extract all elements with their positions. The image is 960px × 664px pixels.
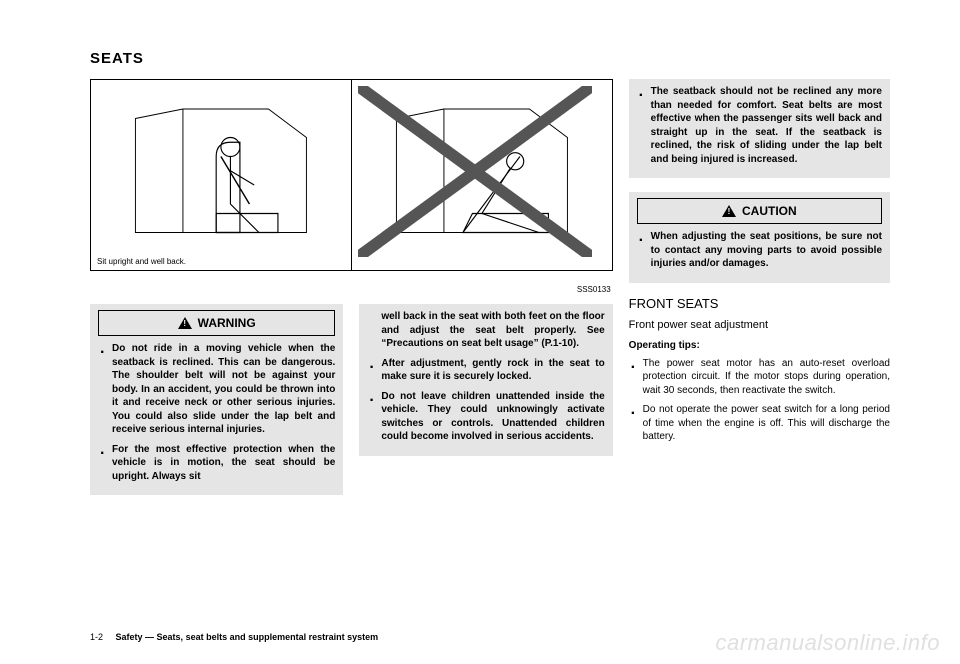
operating-tip: Do not operate the power seat switch for… [629, 403, 890, 444]
figure-code: SSS0133 [90, 285, 611, 294]
caution-item: When adjusting the seat positions, be su… [637, 230, 882, 271]
operating-tips-label: Operating tips: [629, 339, 890, 353]
warning-icon [178, 317, 192, 329]
figure-box: Sit upright and well back. [90, 79, 613, 271]
warning-item: Do not ride in a moving vehicle when the… [98, 342, 335, 437]
warning-item: For the most effective protection when t… [98, 443, 335, 484]
warning-right-item: The seatback should not be reclined any … [637, 85, 882, 166]
watermark: carmanualsonline.info [715, 630, 940, 656]
section-title: SEATS [90, 50, 890, 67]
warning-continued: well back in the seat with both feet on … [359, 304, 612, 456]
caution-label: CAUTION [742, 203, 797, 219]
page-footer: 1-2 Safety — Seats, seat belts and suppl… [90, 632, 378, 642]
caution-box: CAUTION When adjusting the seat position… [629, 192, 890, 283]
caution-icon [722, 205, 736, 217]
warning-cont-item: After adjustment, gently rock in the sea… [367, 357, 604, 384]
figure-reclined [352, 80, 612, 270]
front-seats-heading: FRONT SEATS [629, 295, 890, 313]
warning-right-box: The seatback should not be reclined any … [629, 79, 890, 178]
warning-cont-item: well back in the seat with both feet on … [367, 310, 604, 351]
warning-header: WARNING [98, 310, 335, 336]
warning-box: WARNING Do not ride in a moving vehicle … [90, 304, 343, 495]
front-seats-sub: Front power seat adjustment [629, 318, 890, 333]
warning-label: WARNING [198, 315, 256, 331]
figure-upright: Sit upright and well back. [91, 80, 352, 270]
caution-header: CAUTION [637, 198, 882, 224]
figure-caption: Sit upright and well back. [97, 257, 186, 266]
operating-tip: The power seat motor has an auto-reset o… [629, 357, 890, 398]
warning-cont-item: Do not leave children unattended inside … [367, 390, 604, 444]
page-number: 1-2 [90, 632, 103, 642]
footer-title: Safety — Seats, seat belts and supplemen… [116, 632, 379, 642]
